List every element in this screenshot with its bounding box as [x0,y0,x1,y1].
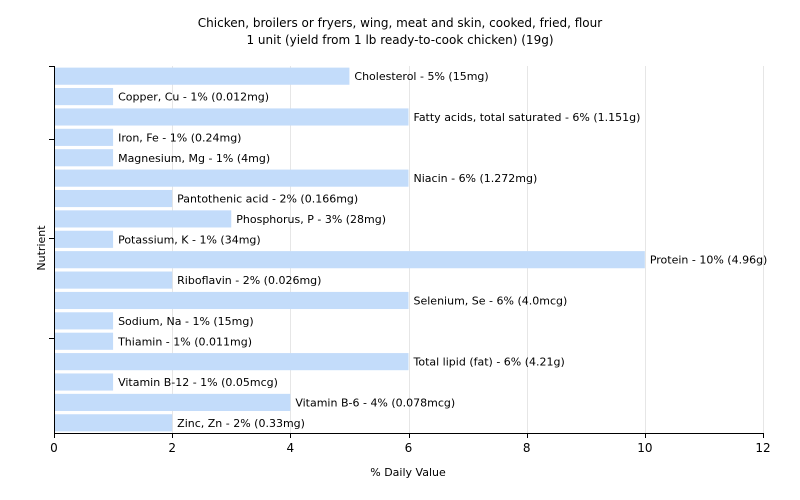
bar [55,149,114,167]
x-tick-label: 4 [287,441,295,455]
bar [55,189,173,208]
grid-lines [172,66,764,433]
chart-title: Chicken, broilers or fryers, wing, meat … [197,16,603,30]
bar [55,393,291,411]
bar [55,332,114,350]
bar-label: Copper, Cu - 1% (0.012mg) [118,91,269,104]
bar-label: Potassium, K - 1% (34mg) [118,233,261,246]
bar [55,128,114,146]
chart-title-block: Chicken, broilers or fryers, wing, meat … [0,15,800,49]
bar [55,67,350,85]
x-tick-label: 0 [50,441,58,455]
bar [55,108,409,126]
x-tick-label: 2 [168,441,176,455]
bar [55,251,645,269]
chart-subtitle: 1 unit (yield from 1 lb ready-to-cook ch… [246,33,554,47]
bars: Cholesterol - 5% (15mg) Copper, Cu - 1% (… [55,67,768,432]
bar-label: Cholesterol - 5% (15mg) [354,70,488,83]
bar-label: Riboflavin - 2% (0.026mg) [177,274,321,287]
bar-label: Vitamin B-6 - 4% (0.078mcg) [295,396,455,409]
x-tick-label: 10 [637,441,652,455]
bar-label: Protein - 10% (4.96g) [650,254,768,267]
bar [55,230,114,248]
bar-label: Fatty acids, total saturated - 6% (1.151… [414,111,641,124]
bar-label: Total lipid (fat) - 6% (4.21g) [413,356,565,369]
bar [55,291,409,310]
bar-label: Niacin - 6% (1.272mg) [414,172,538,185]
bar-label: Selenium, Se - 6% (4.0mcg) [414,294,568,307]
bar [55,210,232,228]
bar-label: Phosphorus, P - 3% (28mg) [236,213,386,226]
bar [55,353,409,371]
x-tick-label: 8 [523,441,531,455]
bar [55,373,114,391]
x-tick-label: 6 [405,441,413,455]
bar-label: Zinc, Zn - 2% (0.33mg) [177,417,305,430]
bar-label: Pantothenic acid - 2% (0.166mg) [177,193,358,206]
bar-label: Sodium, Na - 1% (15mg) [118,315,254,328]
bar [55,271,173,289]
bar-label: Thiamin - 1% (0.011mg) [117,335,252,348]
bar [55,312,114,330]
bar-label: Vitamin B-12 - 1% (0.05mcg) [118,376,278,389]
bar [55,169,409,187]
x-tick-label: 12 [755,441,770,455]
bar-label: Iron, Fe - 1% (0.24mg) [118,131,241,144]
x-axis-title: % Daily Value [370,466,446,479]
bar [55,88,114,106]
axes: 0 2 4 6 8 10 12 [49,66,771,455]
y-axis-title: Nutrient [35,225,48,271]
bar-label: Magnesium, Mg - 1% (4mg) [118,152,270,165]
bar [55,414,173,432]
